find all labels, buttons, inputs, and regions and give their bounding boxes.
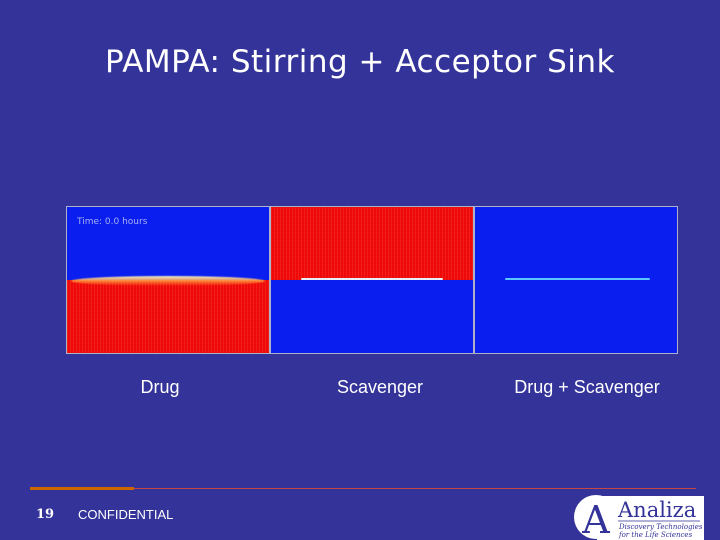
scavenger-caption: Scavenger	[336, 377, 424, 397]
scavenger-panel	[271, 207, 473, 353]
drug-panel: Time: 0.0 hours	[67, 207, 269, 353]
logo-circle	[574, 495, 618, 539]
scavenger-panel-donor-region	[271, 207, 473, 280]
logo-tagline-2: for the Life Sciences	[618, 531, 693, 539]
slide-title: PAMPA: Stirring + Acceptor Sink	[105, 44, 615, 80]
scavenger-panel-acceptor-region	[271, 280, 473, 353]
time-label: Time: 0.0 hours	[77, 217, 148, 227]
scavenger-panel-membrane-interface	[301, 278, 443, 280]
footer-accent-line	[30, 487, 134, 490]
logo-letter: A	[581, 498, 610, 540]
drug-panel-acceptor-region	[67, 280, 269, 353]
simulation-image: Time: 0.0 hours	[66, 206, 678, 354]
drug-scavenger-caption: Drug + Scavenger	[514, 377, 660, 397]
footer-divider-line	[134, 488, 696, 489]
drug-panel-donor-region	[67, 207, 269, 280]
drug-panel-membrane-interface	[71, 276, 265, 286]
logo-tagline-1: Discovery Technologies	[618, 523, 703, 531]
drug-scavenger-panel-membrane-interface	[505, 278, 650, 280]
confidential-label: CONFIDENTIAL	[78, 507, 174, 522]
logo-name: Analiza	[617, 498, 696, 522]
drug-scavenger-panel	[475, 207, 677, 353]
analiza-logo: A Analiza Discovery Technologies for the…	[574, 495, 704, 540]
drug-caption: Drug	[140, 377, 180, 397]
page-number: 19	[36, 507, 55, 522]
